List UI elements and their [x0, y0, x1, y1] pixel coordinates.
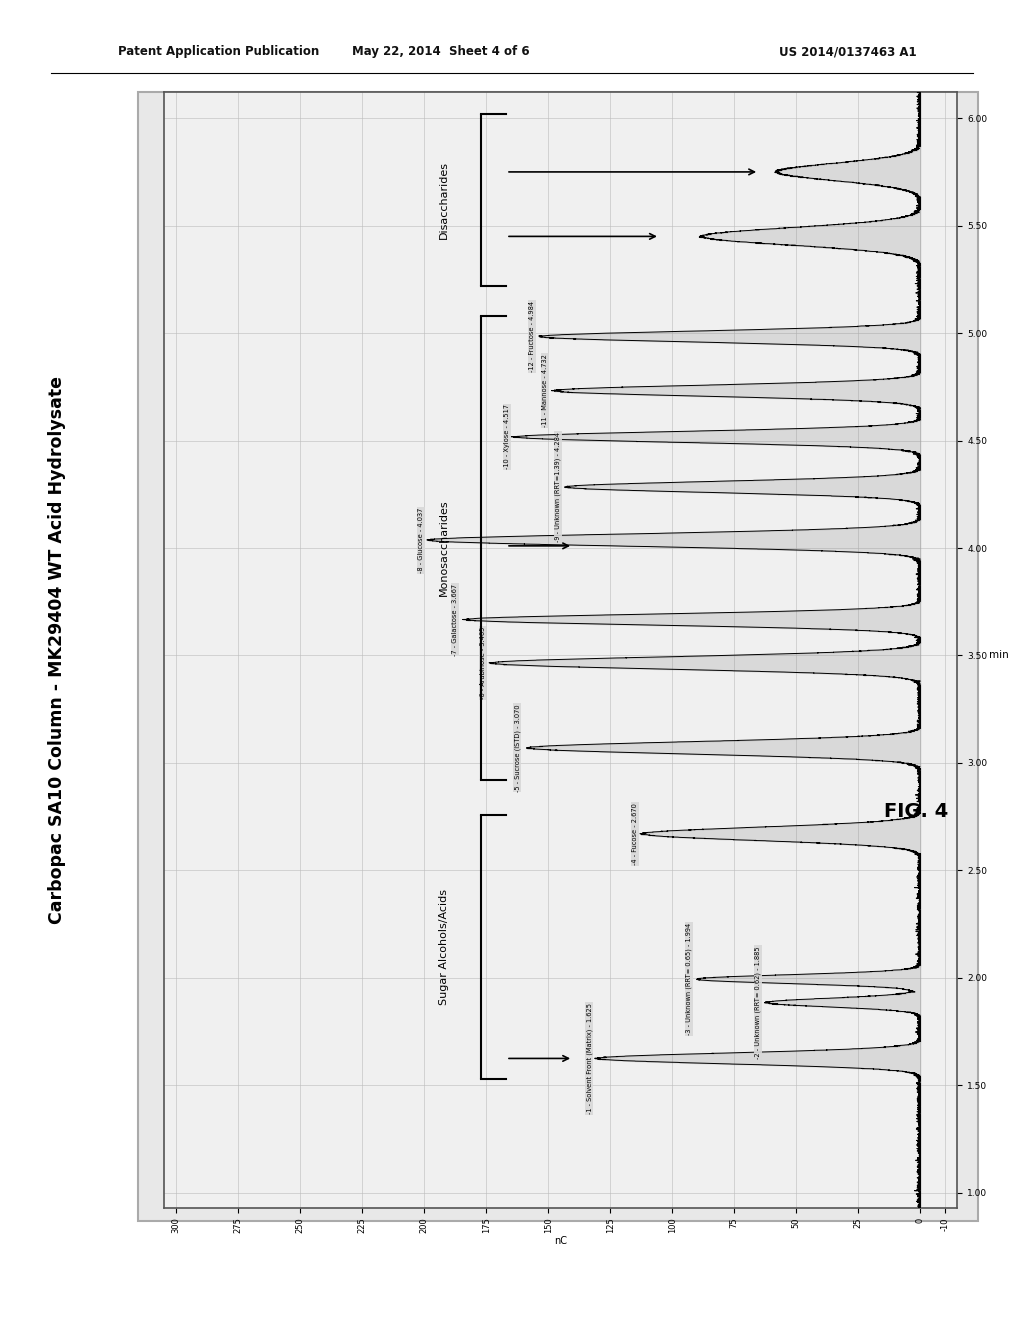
Text: -6 - Arabinose - 3.465: -6 - Arabinose - 3.465: [479, 627, 485, 700]
Text: May 22, 2014  Sheet 4 of 6: May 22, 2014 Sheet 4 of 6: [351, 45, 529, 58]
Text: -1 - Solvent Front (Matrix) - 1.625: -1 - Solvent Front (Matrix) - 1.625: [586, 1003, 593, 1114]
Text: -10 - Xylose - 4.517: -10 - Xylose - 4.517: [504, 404, 510, 470]
Text: Disaccharides: Disaccharides: [439, 161, 450, 239]
Text: Sugar Alcohols/Acids: Sugar Alcohols/Acids: [439, 888, 450, 1005]
Text: -4 - Fucose - 2.670: -4 - Fucose - 2.670: [632, 803, 638, 865]
Text: -3 - Unknown (RRT= 0.65) - 1.994: -3 - Unknown (RRT= 0.65) - 1.994: [685, 923, 692, 1035]
X-axis label: nC: nC: [554, 1236, 567, 1246]
Y-axis label: min: min: [988, 651, 1009, 660]
Text: Monosaccharides: Monosaccharides: [439, 500, 450, 597]
Text: FIG. 4: FIG. 4: [885, 803, 948, 821]
Text: -12 - Fructose - 4.984: -12 - Fructose - 4.984: [528, 301, 535, 372]
Text: Patent Application Publication: Patent Application Publication: [118, 45, 319, 58]
Text: -9 - Unknown (RRT=1.39) - 4.284: -9 - Unknown (RRT=1.39) - 4.284: [555, 432, 561, 543]
Text: Carbopac SA10 Column - MK29404 WT Acid Hydrolysate: Carbopac SA10 Column - MK29404 WT Acid H…: [48, 376, 66, 924]
Text: -7 - Galactose - 3.667: -7 - Galactose - 3.667: [452, 583, 458, 656]
Text: US 2014/0137463 A1: US 2014/0137463 A1: [779, 45, 916, 58]
Text: -2 - Unknown (RRT= 0.62) - 1.885: -2 - Unknown (RRT= 0.62) - 1.885: [755, 946, 762, 1059]
Text: -8 - Glucose - 4.037: -8 - Glucose - 4.037: [418, 507, 424, 573]
Text: -5 - Sucrose (ISTD) - 3.070: -5 - Sucrose (ISTD) - 3.070: [514, 704, 520, 792]
Text: -11 - Mannose - 4.732: -11 - Mannose - 4.732: [542, 354, 548, 428]
